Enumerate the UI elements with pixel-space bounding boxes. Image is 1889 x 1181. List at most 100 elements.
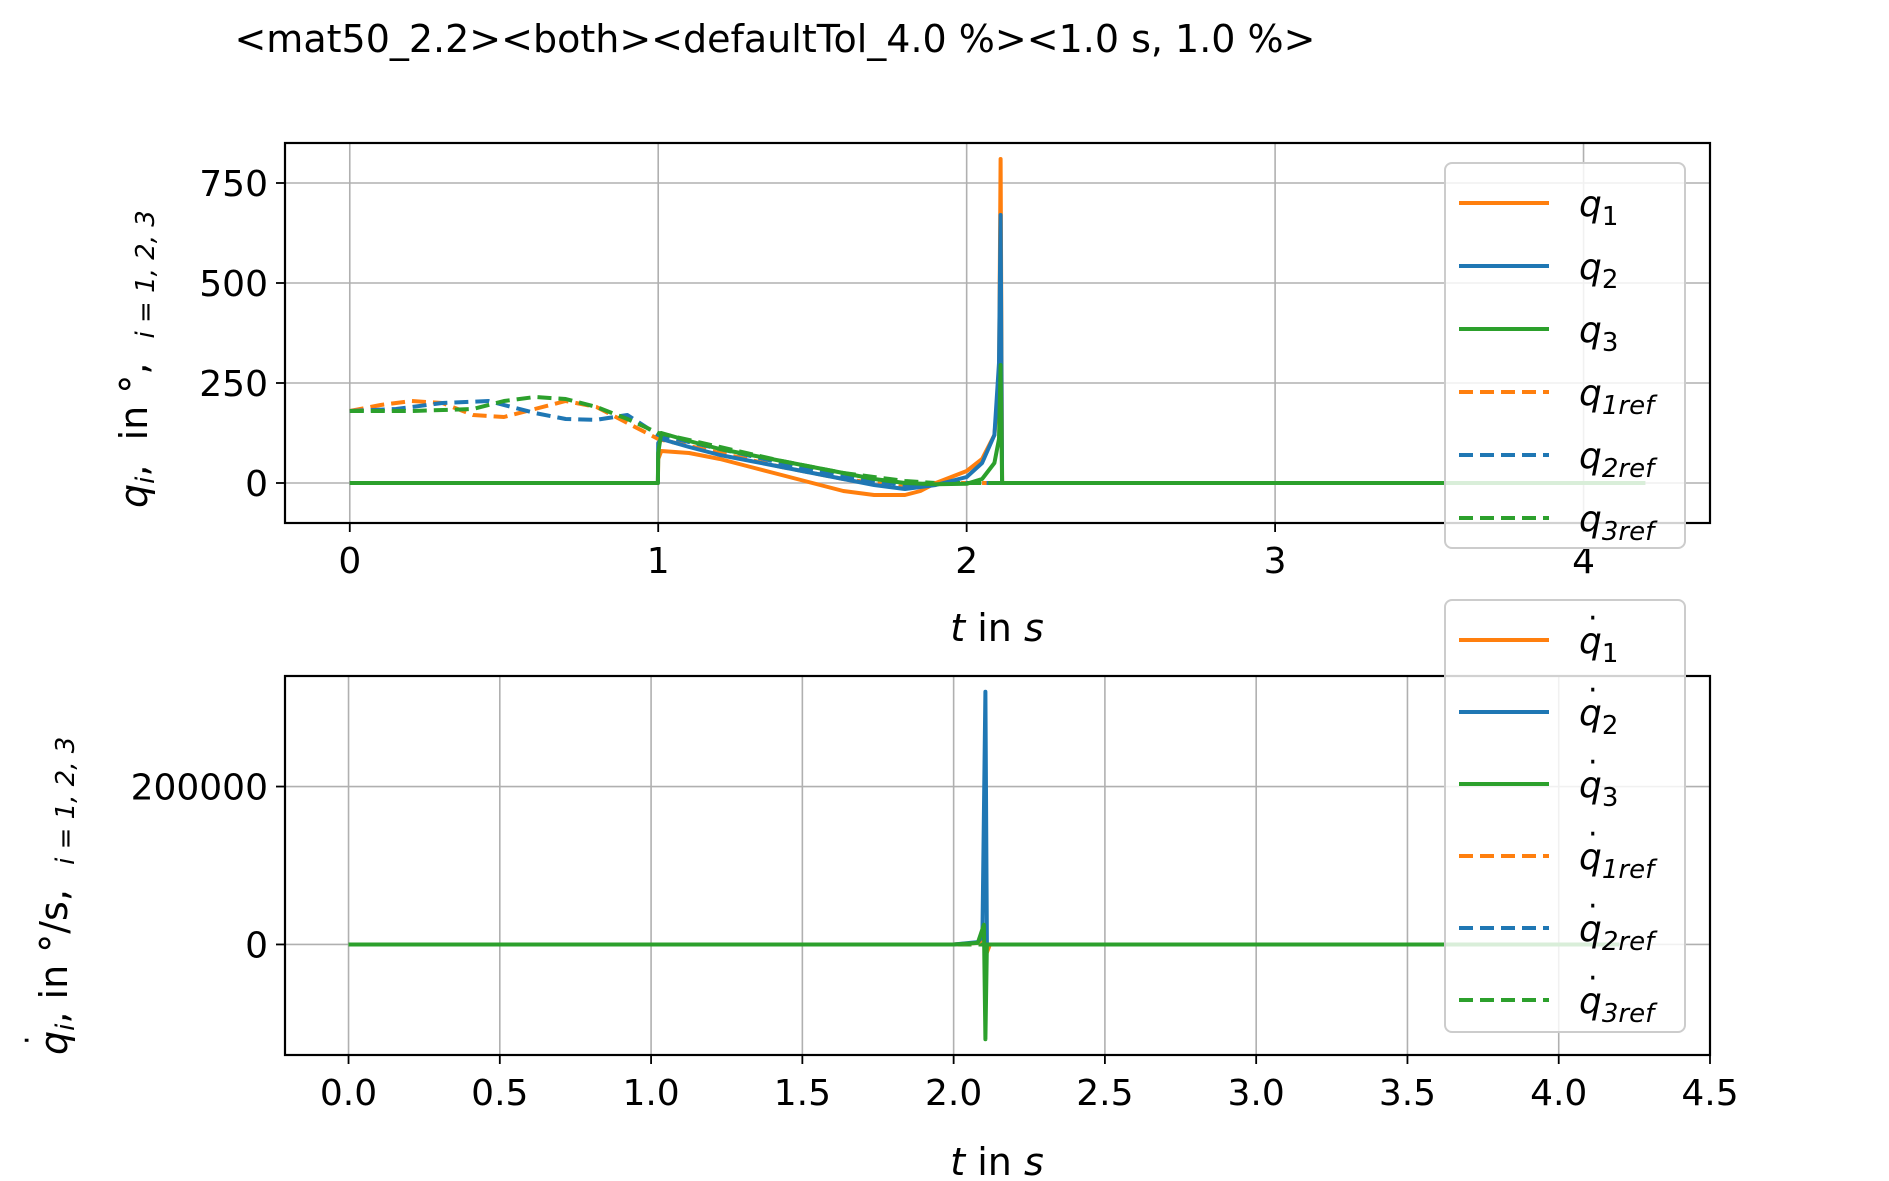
y-axis-label-var: q xyxy=(112,484,156,508)
legend-label-sub: 1ref xyxy=(1602,391,1658,421)
x-tick-label: 1 xyxy=(647,541,670,582)
legend-label-dot: · xyxy=(1588,889,1598,924)
x-tick-label: 0.5 xyxy=(471,1073,528,1114)
x-tick-label: 2.5 xyxy=(1076,1073,1133,1114)
legend-label: q3ref xyxy=(1579,981,1658,1029)
y-axis-label-mid: , in °, xyxy=(112,338,156,476)
legend-label-sub: 2 xyxy=(1602,711,1619,741)
y-axis-label: qi, in °, i = 1, 2, 3 xyxy=(112,210,161,508)
axes-frame xyxy=(283,674,1712,1057)
legend-label-sub: 3ref xyxy=(1602,999,1658,1029)
legend-label-dot: · xyxy=(1588,817,1598,852)
y-axis-label-sub: i xyxy=(51,1023,81,1031)
legend-label: q3 xyxy=(1579,765,1618,813)
x-axis-label-mid: in xyxy=(965,1140,1024,1181)
legend-label-sub: 1 xyxy=(1602,202,1619,232)
x-tick-label: 2 xyxy=(955,541,978,582)
legend-label-base: q xyxy=(1579,499,1602,540)
y-tick-label: 0 xyxy=(245,464,268,505)
legend-label-sub: 3 xyxy=(1602,783,1619,813)
legend-label: q2 xyxy=(1579,693,1618,741)
legend-label-sub: 1 xyxy=(1602,639,1619,669)
x-axis-label-mid: in xyxy=(965,606,1024,650)
y-tick-label: 750 xyxy=(199,164,268,205)
ticks: 0 1 2 3 4 0 250 500 750 xyxy=(199,164,1595,582)
legend-label: q1ref xyxy=(1579,373,1658,421)
y-tick-label: 0 xyxy=(245,925,268,966)
legend-label: q1ref xyxy=(1579,837,1658,885)
ticks: 0.0 0.5 1.0 1.5 2.0 2.5 3.0 3.5 4.0 4.5 0 200000 xyxy=(131,768,1739,1114)
x-tick-label: 3 xyxy=(1264,541,1287,582)
y-tick-label: 250 xyxy=(199,364,268,405)
legend-label: q2ref xyxy=(1579,909,1658,957)
x-tick-label: 1.0 xyxy=(622,1073,679,1114)
legend-label: q3ref xyxy=(1579,499,1658,547)
legend-label-base: q xyxy=(1579,765,1602,806)
legend-box xyxy=(1444,162,1686,549)
legend-label-dot: · xyxy=(1588,601,1598,636)
y-tick-label: 200000 xyxy=(131,768,268,809)
y-axis-label: qi, in °/s, i = 1, 2, 3 · xyxy=(10,737,81,1055)
x-tick-label: 3.0 xyxy=(1228,1073,1285,1114)
series-line-q3 xyxy=(349,363,1646,487)
x-axis-label: t in s xyxy=(950,606,1044,650)
x-axis-label-var: t xyxy=(950,1140,967,1181)
legend-label-base: q xyxy=(1579,373,1602,414)
x-tick-label: 2.0 xyxy=(925,1073,982,1114)
y-axis-label-var: q xyxy=(32,1031,76,1055)
legend-label-base: q xyxy=(1579,837,1602,878)
x-tick-label: 0.0 xyxy=(320,1073,377,1114)
plot-velocities: 0.0 0.5 1.0 1.5 2.0 2.5 3.0 3.5 4.0 4.5 0 200000 t … xyxy=(10,599,1739,1181)
x-tick-label: 4.5 xyxy=(1681,1073,1738,1114)
y-axis-label-sub: i xyxy=(131,476,161,484)
legend-label: q1 xyxy=(1579,184,1618,232)
legend-label-sub: 2ref xyxy=(1602,927,1658,957)
legend-label: q3 xyxy=(1579,310,1618,358)
legend-label-base: q xyxy=(1579,621,1602,662)
legend-label: q2 xyxy=(1579,247,1618,295)
legend-label-dot: · xyxy=(1588,673,1598,708)
legend-label-sub: 1ref xyxy=(1602,855,1658,885)
x-axis-label-unit: s xyxy=(1024,606,1044,650)
series-group xyxy=(349,157,1646,497)
y-axis-label-mid: , in °/s, xyxy=(32,865,76,1024)
legend-label-dot: · xyxy=(1588,745,1598,780)
y-axis-label-index: i = 1, 2, 3 xyxy=(51,737,81,865)
x-axis-label: t in s xyxy=(950,1140,1044,1181)
y-axis-label-index: i = 1, 2, 3 xyxy=(131,210,161,338)
legend-label-base: q xyxy=(1579,436,1602,477)
series-line-q3_dot xyxy=(348,922,1620,1042)
x-tick-label: 4.0 xyxy=(1530,1073,1587,1114)
legend-label-base: q xyxy=(1579,184,1602,225)
x-axis-label-unit: s xyxy=(1024,1140,1044,1181)
figure-title: <mat50_2.2><both><defaultTol_4.0 %><1.0 … xyxy=(234,17,1315,61)
legend-label-base: q xyxy=(1579,981,1602,1022)
legend-label-sub: 2 xyxy=(1602,265,1619,295)
x-tick-label: 1.5 xyxy=(774,1073,831,1114)
legend-box xyxy=(1444,599,1686,1033)
legend-label-base: q xyxy=(1579,909,1602,950)
x-axis-label-var: t xyxy=(950,606,967,650)
series-group xyxy=(348,689,1620,1042)
x-tick-label: 4 xyxy=(1572,541,1595,582)
y-tick-label: 500 xyxy=(199,264,268,305)
svg-text:qi, in °, i = 1, 2, 3: qi, in °, i = 1, 2, 3 xyxy=(112,210,161,508)
legend-label-base: q xyxy=(1579,247,1602,288)
legend-label-sub: 3 xyxy=(1602,328,1619,358)
x-tick-label: 3.5 xyxy=(1379,1073,1436,1114)
legend-label-base: q xyxy=(1579,693,1602,734)
legend-label: q1 xyxy=(1579,621,1618,669)
legend: q1·q2·q3·q1ref·q2ref·q3ref· xyxy=(1444,599,1686,1033)
legend-label-sub: 3ref xyxy=(1602,517,1658,547)
legend-label-sub: 2ref xyxy=(1602,454,1658,484)
legend-label-base: q xyxy=(1579,310,1602,351)
legend-label-dot: · xyxy=(1588,961,1598,996)
series-line-q2_dot xyxy=(348,689,1620,947)
y-axis-label-dot: · xyxy=(10,1035,45,1045)
svg-text:t in s: t in s xyxy=(950,606,1044,650)
svg-text:t in s: t in s xyxy=(950,1140,1044,1181)
legend-label: q2ref xyxy=(1579,436,1658,484)
